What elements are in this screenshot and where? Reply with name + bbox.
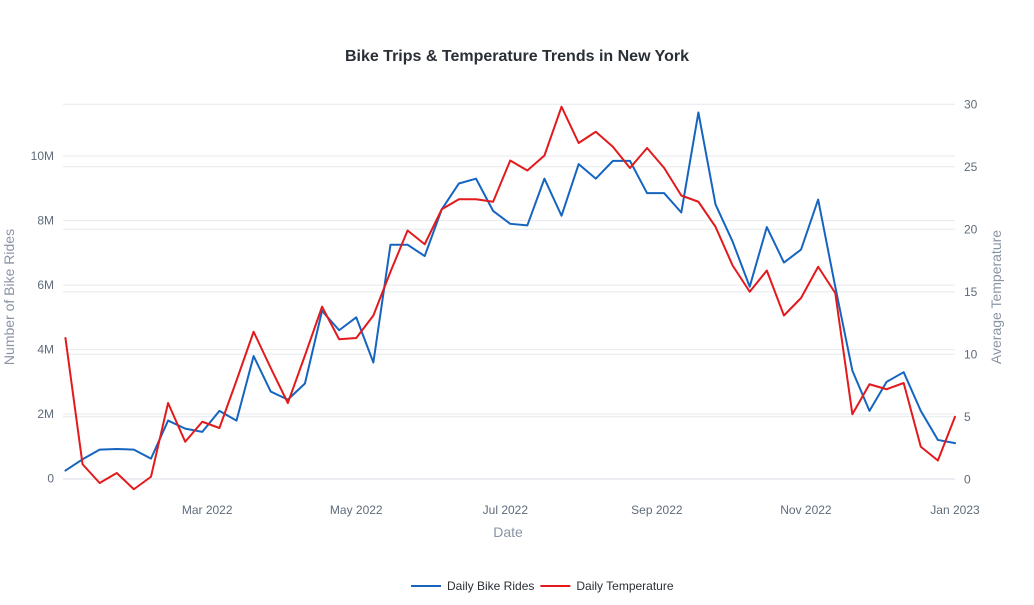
y2-axis-title: Average Temperature: [988, 230, 1004, 364]
x-tick-label: Mar 2022: [182, 503, 233, 517]
legend-item: Daily Bike Rides: [411, 579, 534, 593]
x-tick-label: May 2022: [330, 503, 383, 517]
series-lines: [64, 105, 956, 491]
series-line-bike-rides: [64, 111, 956, 472]
y2-tick-label: 20: [964, 222, 978, 236]
y2-tick-label: 10: [964, 347, 978, 361]
y2-tick-label: 25: [964, 160, 978, 174]
y-tick-label: 8M: [37, 214, 54, 228]
x-tick-label: Sep 2022: [631, 503, 683, 517]
legend: Daily Bike Rides Daily Temperature: [411, 579, 674, 593]
y-tick-label: 10M: [31, 149, 54, 163]
x-axis-title: Date: [493, 524, 523, 540]
y2-tick-label: 15: [964, 285, 978, 299]
y2-tick-label: 30: [964, 97, 978, 111]
grid-lines: [63, 103, 955, 480]
y-axis-left: 0 2M 4M 6M 8M 10M: [31, 149, 55, 486]
y-axis-title: Number of Bike Rides: [1, 229, 17, 365]
legend-label: Daily Temperature: [576, 579, 673, 593]
y2-tick-label: 0: [964, 472, 971, 486]
x-tick-label: Jul 2022: [483, 503, 529, 517]
x-tick-label: Jan 2023: [930, 503, 980, 517]
y-tick-label: 0: [47, 472, 54, 486]
y-tick-label: 4M: [37, 343, 54, 357]
y-axis-right: 0 5 10 15 20 25 30: [964, 97, 978, 486]
legend-item: Daily Temperature: [540, 579, 674, 593]
y-tick-label: 2M: [37, 407, 54, 421]
series-line-temperature: [64, 105, 956, 491]
chart-title: Bike Trips & Temperature Trends in New Y…: [345, 48, 689, 65]
x-axis: Mar 2022 May 2022 Jul 2022 Sep 2022 Nov 2022…: [182, 503, 980, 517]
y2-tick-label: 5: [964, 410, 971, 424]
legend-label: Daily Bike Rides: [447, 579, 534, 593]
x-tick-label: Nov 2022: [780, 503, 832, 517]
y-tick-label: 6M: [37, 278, 54, 292]
